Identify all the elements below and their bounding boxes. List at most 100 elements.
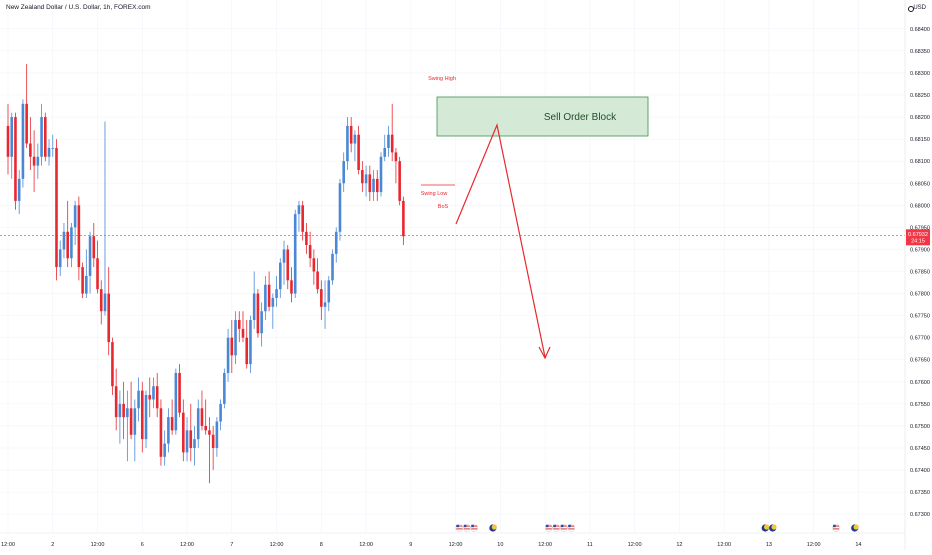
candle[interactable] (189, 403, 193, 462)
price-axis[interactable]: 0.68400 0.68350 0.68300 0.68250 0.68200 0.681… (904, 0, 930, 550)
candle[interactable] (44, 112, 47, 162)
candle[interactable] (316, 258, 319, 294)
candle[interactable] (267, 271, 271, 312)
candle[interactable] (85, 249, 88, 298)
candle[interactable] (152, 377, 155, 409)
us-flag-event-icon[interactable] (552, 524, 561, 532)
candle[interactable] (320, 280, 323, 321)
candle[interactable] (398, 156, 401, 206)
candle[interactable] (185, 417, 189, 462)
candle[interactable] (383, 134, 387, 162)
candle[interactable] (219, 399, 222, 431)
candle[interactable] (32, 130, 36, 193)
candle[interactable] (375, 170, 379, 201)
us-flag-event-icon[interactable] (470, 524, 479, 532)
candle[interactable] (353, 130, 357, 162)
candle[interactable] (174, 368, 178, 435)
candle[interactable] (215, 417, 219, 457)
candle[interactable] (230, 320, 234, 373)
candle[interactable] (208, 417, 211, 484)
candle[interactable] (200, 390, 204, 431)
candle[interactable] (234, 311, 237, 365)
candle[interactable] (312, 249, 316, 285)
candle[interactable] (40, 103, 43, 166)
candle[interactable] (107, 267, 111, 356)
candle[interactable] (260, 302, 263, 347)
candle[interactable] (55, 139, 58, 281)
candle[interactable] (178, 364, 181, 418)
candle[interactable] (111, 337, 114, 396)
candle[interactable] (249, 315, 252, 373)
candle[interactable] (29, 117, 32, 171)
candle[interactable] (129, 381, 133, 440)
candle[interactable] (140, 381, 144, 453)
candle[interactable] (342, 152, 345, 193)
candle[interactable] (323, 280, 327, 329)
candle[interactable] (144, 390, 148, 448)
candle[interactable] (155, 372, 159, 418)
candle[interactable] (25, 64, 28, 148)
candle[interactable] (402, 196, 405, 246)
candle[interactable] (275, 275, 278, 307)
candle[interactable] (6, 103, 10, 175)
candle[interactable] (252, 271, 256, 329)
candle[interactable] (241, 311, 245, 343)
candle[interactable] (103, 121, 107, 316)
candle[interactable] (126, 390, 129, 462)
candle[interactable] (211, 425, 215, 471)
candle[interactable] (62, 222, 66, 259)
candle[interactable] (88, 231, 92, 294)
candle[interactable] (305, 222, 308, 254)
candle[interactable] (338, 178, 342, 241)
sell-order-block-zone[interactable] (436, 96, 649, 137)
candle[interactable] (137, 377, 140, 422)
candle[interactable] (293, 209, 297, 298)
us-flag-event-icon[interactable] (567, 524, 576, 532)
candle[interactable] (349, 117, 353, 153)
candle[interactable] (308, 231, 312, 268)
candle[interactable] (182, 399, 185, 462)
candle[interactable] (14, 112, 17, 210)
candle[interactable] (196, 399, 200, 448)
candle[interactable] (47, 139, 51, 166)
candle[interactable] (297, 200, 301, 232)
candle[interactable] (237, 311, 241, 343)
candle[interactable] (245, 320, 249, 369)
candle[interactable] (70, 222, 73, 268)
candle[interactable] (170, 399, 174, 435)
us-flag-event-icon[interactable] (455, 524, 464, 532)
candle[interactable] (159, 399, 163, 466)
candle[interactable] (327, 275, 331, 312)
candle[interactable] (118, 390, 122, 444)
candle[interactable] (331, 249, 334, 285)
candle[interactable] (334, 227, 338, 263)
candle[interactable] (81, 262, 84, 298)
candle[interactable] (390, 103, 394, 162)
candle[interactable] (96, 240, 99, 294)
candle[interactable] (282, 240, 286, 285)
candle[interactable] (387, 125, 390, 157)
candle[interactable] (21, 99, 25, 188)
candle[interactable] (286, 245, 290, 290)
candle[interactable] (36, 143, 40, 179)
candle[interactable] (66, 200, 69, 268)
candle[interactable] (278, 258, 282, 298)
candle[interactable] (368, 165, 372, 201)
candle[interactable] (226, 328, 230, 382)
candle[interactable] (10, 112, 14, 179)
candle[interactable] (77, 196, 81, 281)
candle[interactable] (379, 152, 383, 197)
candle[interactable] (51, 134, 55, 157)
candle[interactable] (301, 200, 304, 241)
candle[interactable] (271, 293, 275, 329)
candle[interactable] (17, 170, 21, 215)
candle[interactable] (163, 430, 166, 466)
candle[interactable] (357, 125, 360, 175)
candle[interactable] (346, 117, 349, 171)
candle[interactable] (361, 161, 364, 193)
candle[interactable] (99, 280, 103, 325)
settings-circle-icon[interactable] (908, 6, 914, 12)
us-flag-event-icon[interactable] (559, 524, 568, 532)
